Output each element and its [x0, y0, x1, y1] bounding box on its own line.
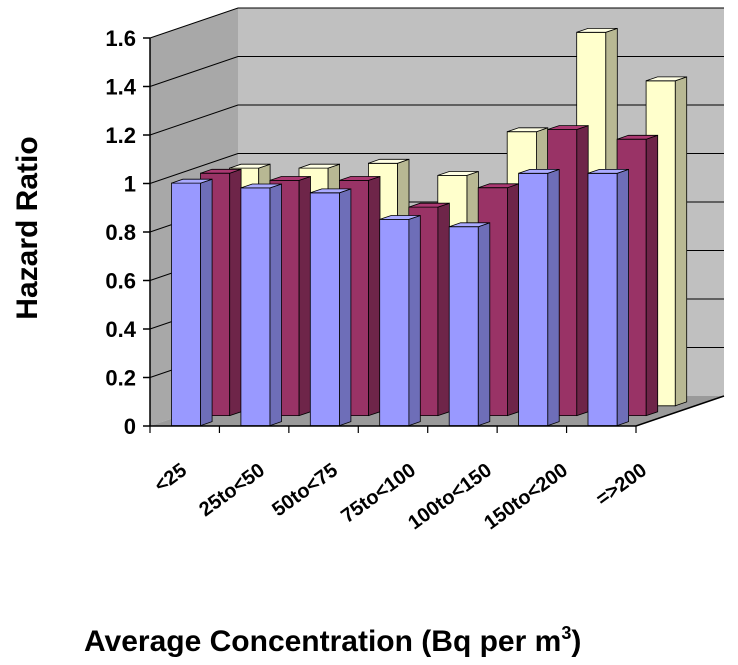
bar-side — [408, 214, 421, 427]
bar-top — [437, 171, 479, 176]
x-axis-title: Average Concentration (Bq per m3) — [84, 623, 581, 658]
x-axis-title-main: Average Concentration (Bq per m — [84, 625, 561, 658]
bar-side — [674, 76, 688, 407]
bar-side — [547, 168, 560, 427]
bar-front — [379, 218, 410, 427]
gridline — [149, 104, 724, 136]
bar-side — [506, 183, 520, 417]
y-tick-label: 1.2 — [105, 123, 136, 148]
bar-top — [200, 168, 242, 174]
bar-side — [576, 125, 589, 417]
bar-top — [616, 134, 658, 140]
category-label: 100to<150 — [404, 459, 496, 534]
bar-front — [587, 172, 618, 427]
bar-front — [518, 172, 549, 427]
bar-top — [587, 168, 629, 174]
bar-top — [298, 163, 340, 169]
category-label: =>200 — [592, 459, 651, 510]
bar-top — [547, 125, 589, 130]
y-tick-label: 1.4 — [105, 75, 136, 100]
bars — [171, 27, 688, 427]
y-tick-label: 0.8 — [105, 220, 136, 245]
bar-top — [507, 127, 548, 133]
category-label: 150to<200 — [480, 459, 572, 534]
bar-side — [368, 175, 381, 417]
bar-side — [437, 202, 450, 417]
bar — [240, 183, 282, 427]
bar — [518, 168, 560, 427]
bar — [309, 188, 352, 427]
bar-top — [240, 183, 282, 189]
category-label: 25to<50 — [195, 459, 269, 521]
bar-side — [298, 175, 311, 417]
bar-side — [477, 222, 491, 427]
bar-side — [200, 178, 213, 427]
bar-side — [269, 183, 282, 427]
bar — [448, 222, 491, 427]
y-tick-label: 0 — [124, 414, 136, 439]
bar-top — [645, 76, 687, 82]
x-axis-title-sup: 3 — [561, 623, 571, 643]
bar-top — [339, 176, 381, 181]
bar-top — [449, 222, 490, 228]
bar-front — [309, 192, 340, 427]
category-label: 50to<75 — [268, 459, 342, 521]
bar-top — [269, 176, 311, 181]
y-tick-label: 0.4 — [105, 317, 136, 342]
x-axis-title-tail: ) — [571, 625, 581, 658]
bar — [379, 214, 421, 427]
bar-top — [310, 188, 352, 194]
gridline — [149, 56, 724, 87]
y-tick-label: 1.6 — [105, 26, 136, 51]
bar-side — [616, 168, 629, 427]
bar-top — [576, 27, 618, 33]
y-tick-label: 0.6 — [105, 269, 136, 294]
y-axis-title: Hazard Ratio — [11, 136, 44, 319]
bar-front — [240, 187, 271, 427]
bar — [171, 178, 213, 427]
bar-side — [645, 134, 659, 417]
y-tick-label: 0.2 — [105, 366, 136, 391]
category-label: <25 — [151, 459, 191, 497]
bar-top — [379, 215, 421, 220]
bar-top — [171, 178, 213, 184]
bar-front — [448, 226, 479, 427]
y-tick-label: 1 — [124, 172, 136, 197]
gridline — [149, 7, 724, 39]
bar-top — [229, 163, 271, 169]
bar-top — [368, 158, 410, 164]
bar-top — [518, 168, 560, 174]
bar — [587, 168, 629, 427]
bar-side — [339, 188, 352, 427]
y-axis-ticks: 0 0.2 0.4 0.6 0.8 1 1.2 1.4 1.6 — [105, 26, 150, 439]
bar-top — [408, 202, 450, 208]
bar-front — [171, 182, 202, 427]
bar-side — [229, 168, 242, 417]
